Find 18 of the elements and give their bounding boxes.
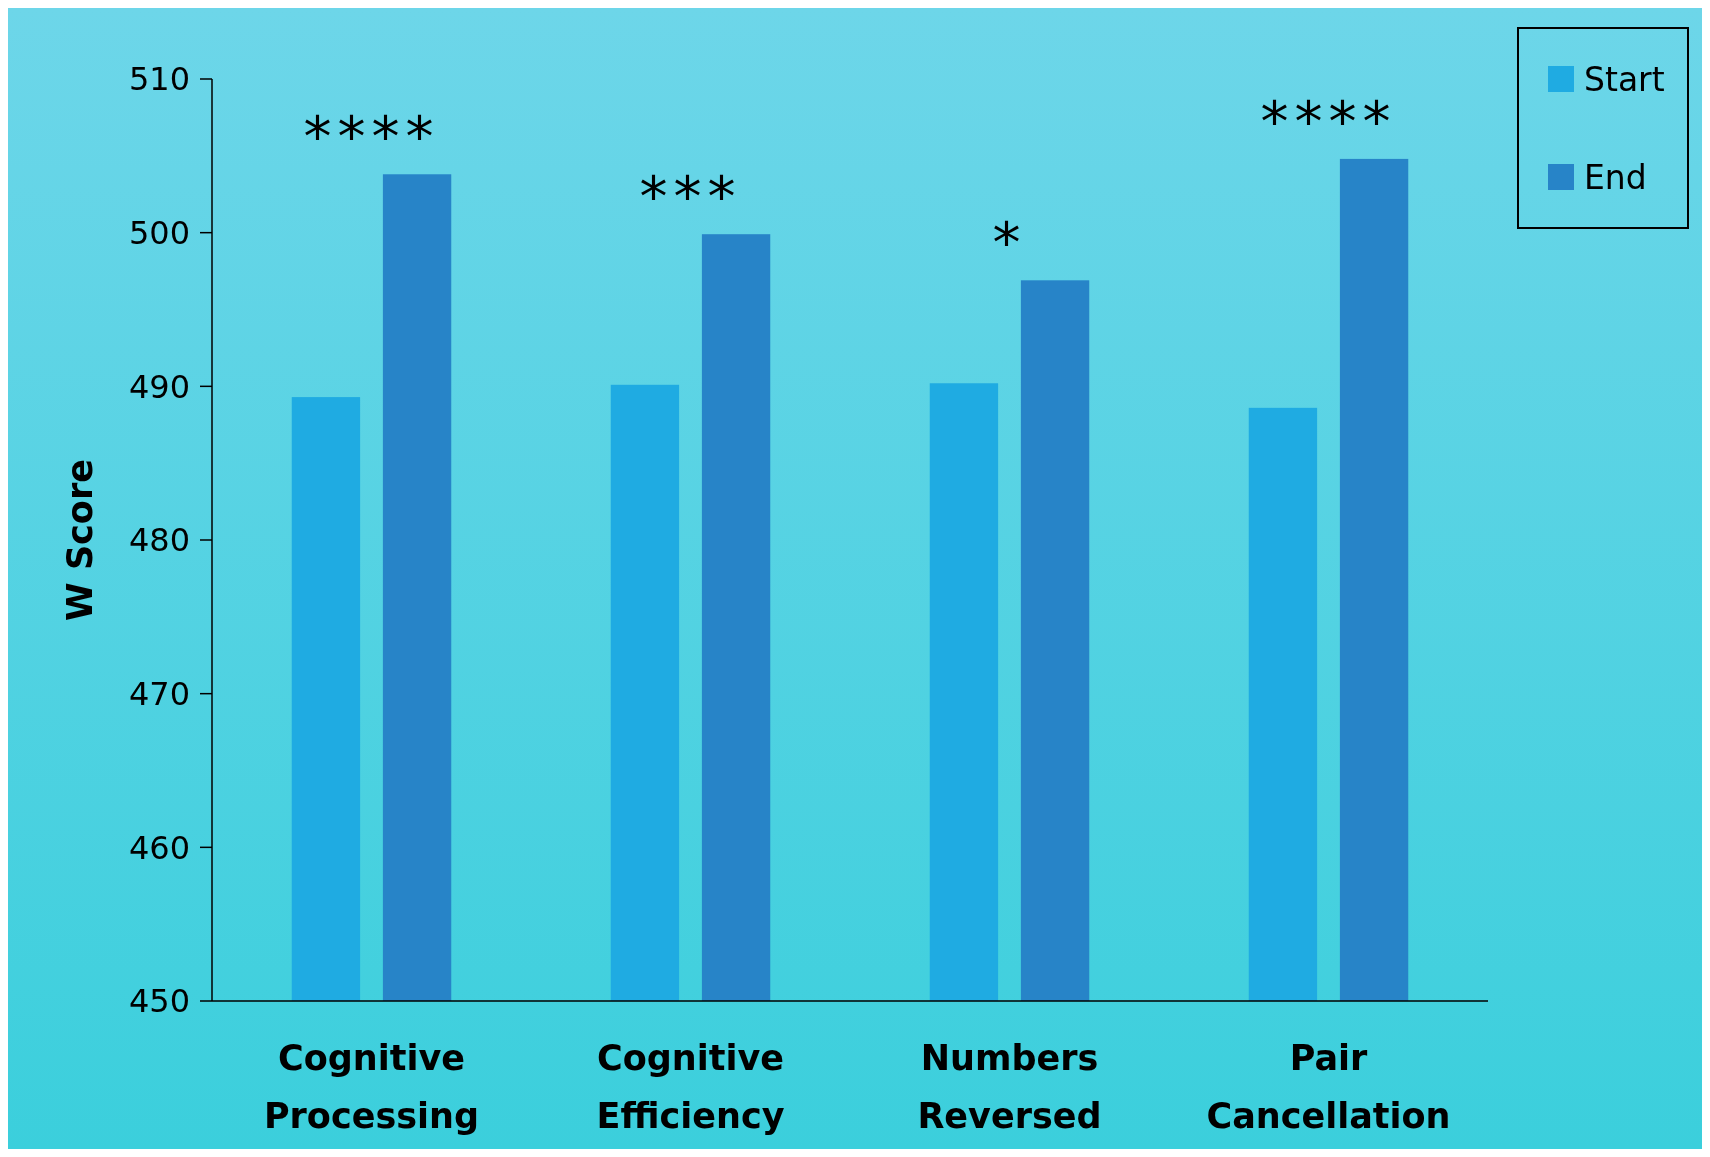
x-tick-label: Cognitive Processing: [263, 1038, 480, 1136]
annotation: ****: [1260, 88, 1397, 154]
y-tick-label: 460: [128, 828, 190, 867]
y-tick-label: 510: [128, 60, 190, 99]
annotation: ****: [303, 104, 440, 170]
annotation: *: [992, 210, 1027, 276]
x-tick-label: Pair Cancellation: [1206, 1038, 1451, 1136]
y-tick-label: 490: [128, 367, 190, 406]
x-tick-label: Cognitive Efficiency: [596, 1038, 785, 1136]
y-axis-title: W Score: [60, 459, 100, 621]
legend-label: End: [1584, 157, 1647, 197]
y-tick-label: 450: [128, 982, 190, 1021]
x-tick-label: Numbers Reversed: [917, 1038, 1102, 1136]
y-tick-label: 480: [128, 521, 190, 560]
legend-label: Start: [1584, 59, 1665, 99]
y-tick-label: 470: [128, 674, 190, 713]
y-tick-label: 500: [128, 213, 190, 252]
annotation: ***: [639, 164, 742, 230]
